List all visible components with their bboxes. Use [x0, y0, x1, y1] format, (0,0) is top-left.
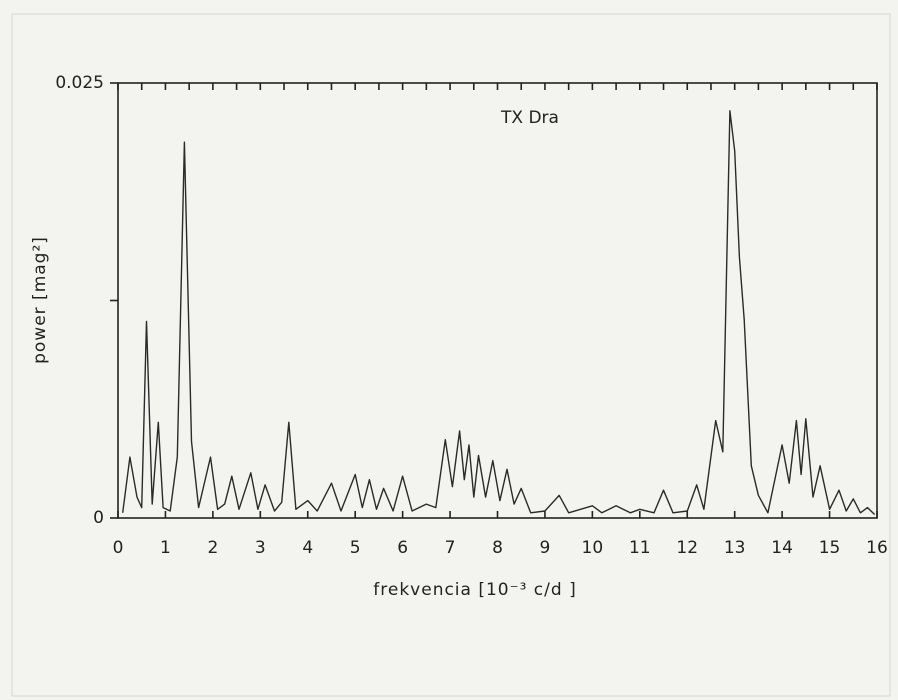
x-tick-label: 5: [350, 538, 361, 558]
x-tick-label: 14: [771, 538, 793, 558]
y-axis-label: power [mag²]: [30, 236, 50, 364]
x-tick-label: 4: [302, 538, 313, 558]
x-tick-label: 13: [724, 538, 746, 558]
x-tick-label: 12: [676, 538, 698, 558]
x-tick-label: 16: [866, 538, 888, 558]
x-axis-label: frekvencia [10⁻³ c/d ]: [373, 580, 576, 600]
spectrum-line: [122, 110, 876, 516]
frame: [11, 13, 891, 697]
y-tick-label: 0: [93, 508, 104, 528]
y-tick-label: 0.025: [55, 73, 104, 93]
x-tick-label: 10: [582, 538, 604, 558]
annotation: TX Dra: [500, 108, 559, 128]
x-tick-label: 9: [540, 538, 551, 558]
x-tick-label: 0: [113, 538, 124, 558]
x-tick-label: 8: [492, 538, 503, 558]
x-tick-label: 7: [445, 538, 456, 558]
x-tick-label: 15: [819, 538, 841, 558]
x-tick-label: 3: [255, 538, 266, 558]
x-tick-label: 2: [207, 538, 218, 558]
x-tick-label: 11: [629, 538, 651, 558]
x-tick-label: 6: [397, 538, 408, 558]
x-tick-label: 1: [160, 538, 171, 558]
